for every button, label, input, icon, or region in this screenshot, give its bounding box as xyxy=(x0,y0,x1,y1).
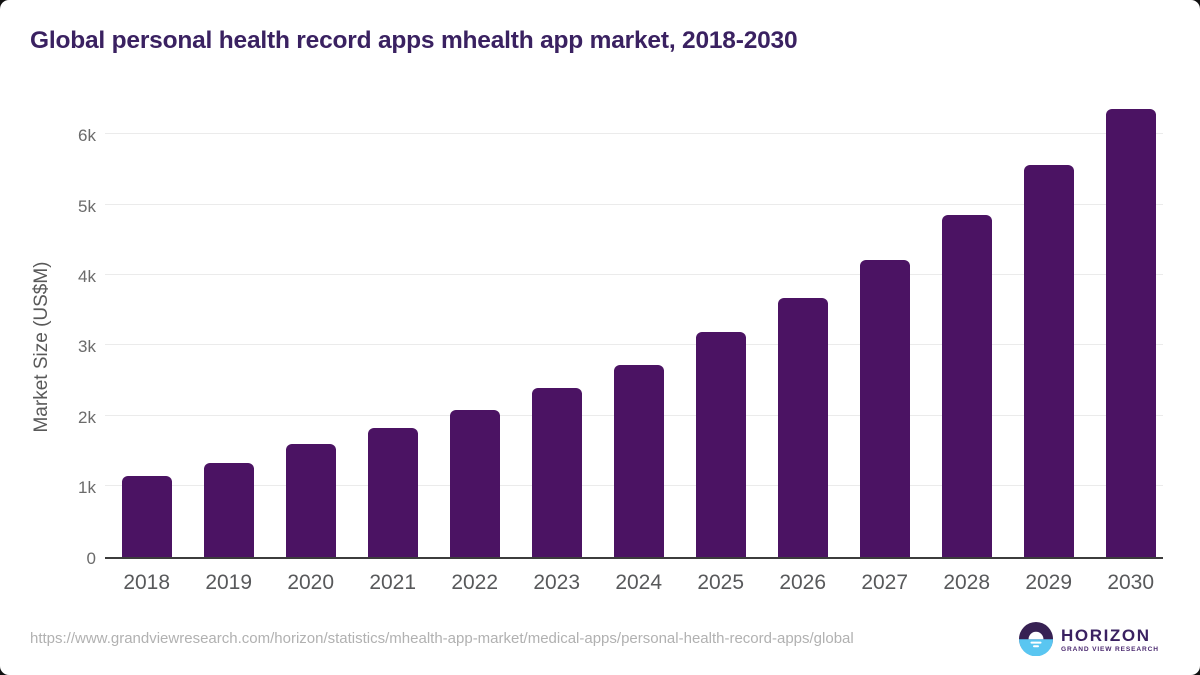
bar-2028 xyxy=(941,215,992,557)
source-url: https://www.grandviewresearch.com/horizo… xyxy=(30,630,854,647)
x-axis-label: 2022 xyxy=(451,571,499,594)
y-axis-tick: 6k xyxy=(78,126,96,146)
x-axis-label: 2023 xyxy=(533,571,581,594)
x-axis-label: 2028 xyxy=(943,571,991,594)
bar-2024 xyxy=(613,365,664,557)
y-axis-tick: 2k xyxy=(78,407,96,427)
bar-2029 xyxy=(1023,165,1074,557)
bar-2022 xyxy=(449,410,500,557)
logo-text: HORIZON GRAND VIEW RESEARCH xyxy=(1061,624,1159,654)
bar-2021 xyxy=(367,428,418,557)
x-axis-label: 2021 xyxy=(369,571,417,594)
plot-area xyxy=(105,95,1163,559)
y-axis-tick: 3k xyxy=(78,337,96,357)
bar-2025 xyxy=(695,332,746,557)
logo-subtext: GRAND VIEW RESEARCH xyxy=(1061,646,1159,654)
x-axis-label: 2029 xyxy=(1025,571,1073,594)
x-axis-label: 2024 xyxy=(615,571,663,594)
bar-2023 xyxy=(531,387,582,557)
bar-2020 xyxy=(285,443,336,557)
x-axis-label: 2025 xyxy=(697,571,745,594)
horizon-logo: HORIZON GRAND VIEW RESEARCH xyxy=(1019,622,1159,656)
logo-name: HORIZON xyxy=(1061,626,1151,646)
x-axis-label: 2030 xyxy=(1107,571,1155,594)
bar-2026 xyxy=(777,298,828,557)
horizon-sunrise-icon xyxy=(1019,622,1053,656)
bar-2027 xyxy=(859,260,910,557)
chart-title: Global personal health record apps mheal… xyxy=(30,27,798,54)
y-axis-tick: 0 xyxy=(86,548,96,568)
x-axis-label: 2027 xyxy=(861,571,909,594)
bar-2019 xyxy=(203,462,254,557)
y-axis-tick: 4k xyxy=(78,266,96,286)
x-axis-label: 2026 xyxy=(779,571,827,594)
y-axis-tick: 1k xyxy=(78,478,96,498)
x-axis-label: 2020 xyxy=(287,571,335,594)
x-axis-label: 2019 xyxy=(205,571,253,594)
bar-2030 xyxy=(1105,109,1156,557)
gridline xyxy=(105,133,1163,135)
gridline xyxy=(105,273,1163,275)
y-axis-tick: 5k xyxy=(78,196,96,216)
bar-2018 xyxy=(121,475,172,557)
x-axis-label: 2018 xyxy=(123,571,171,594)
gridline xyxy=(105,344,1163,346)
gridline xyxy=(105,203,1163,205)
